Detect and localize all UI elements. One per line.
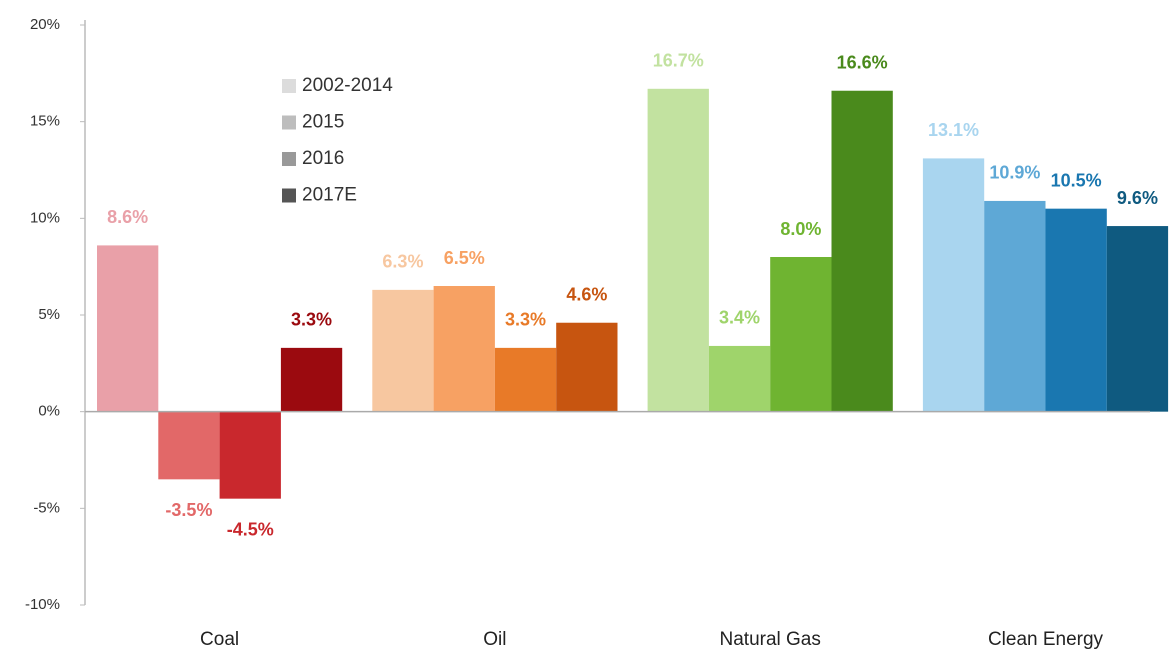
value-label: 13.1% xyxy=(928,120,979,140)
bar xyxy=(433,286,495,412)
bar xyxy=(158,411,220,480)
bar xyxy=(708,345,771,412)
value-label: 4.6% xyxy=(566,284,607,304)
x-tick-label: Clean Energy xyxy=(988,629,1104,650)
value-label: 6.3% xyxy=(382,252,423,272)
bar xyxy=(922,158,985,412)
y-tick-label: 20% xyxy=(30,16,60,33)
value-label: 8.6% xyxy=(107,207,148,227)
value-label: 3.3% xyxy=(291,310,332,330)
legend-label: 2016 xyxy=(302,148,344,169)
value-label: 8.0% xyxy=(780,219,821,239)
legend-swatch xyxy=(282,79,296,93)
bar xyxy=(1106,226,1169,412)
bar xyxy=(770,257,832,412)
value-label: 16.7% xyxy=(653,51,704,71)
y-tick-label: 10% xyxy=(30,209,60,226)
value-label: -3.5% xyxy=(165,500,212,520)
y-tick-label: 15% xyxy=(30,113,60,130)
x-tick-label: Coal xyxy=(200,629,239,650)
y-tick-label: -5% xyxy=(33,499,60,516)
y-tick-label: 5% xyxy=(38,306,60,323)
value-label: 3.4% xyxy=(719,308,760,328)
value-label: 3.3% xyxy=(505,310,546,330)
y-tick-label: 0% xyxy=(38,403,60,420)
legend-swatch xyxy=(282,188,296,203)
value-label: 10.5% xyxy=(1051,170,1102,190)
bar xyxy=(97,245,159,412)
legend-swatch xyxy=(282,115,296,130)
bar xyxy=(984,200,1046,412)
value-label: -4.5% xyxy=(227,519,274,539)
value-label: 16.6% xyxy=(837,52,888,72)
bar xyxy=(280,347,343,412)
value-label: 6.5% xyxy=(444,248,485,268)
bar xyxy=(647,88,709,412)
bar xyxy=(556,322,618,412)
legend-label: 2002-2014 xyxy=(302,75,393,96)
legend-label: 2017E xyxy=(302,185,357,206)
x-tick-label: Oil xyxy=(483,629,506,650)
bar xyxy=(1045,208,1107,412)
bar xyxy=(219,411,281,499)
y-tick-label: -10% xyxy=(25,596,60,613)
legend-swatch xyxy=(282,152,296,166)
legend-label: 2015 xyxy=(302,112,344,133)
bar xyxy=(831,90,893,412)
bar xyxy=(494,347,557,412)
x-tick-label: Natural Gas xyxy=(720,629,821,650)
value-label: 10.9% xyxy=(989,163,1040,183)
bar xyxy=(372,289,434,412)
value-label: 9.6% xyxy=(1117,188,1158,208)
